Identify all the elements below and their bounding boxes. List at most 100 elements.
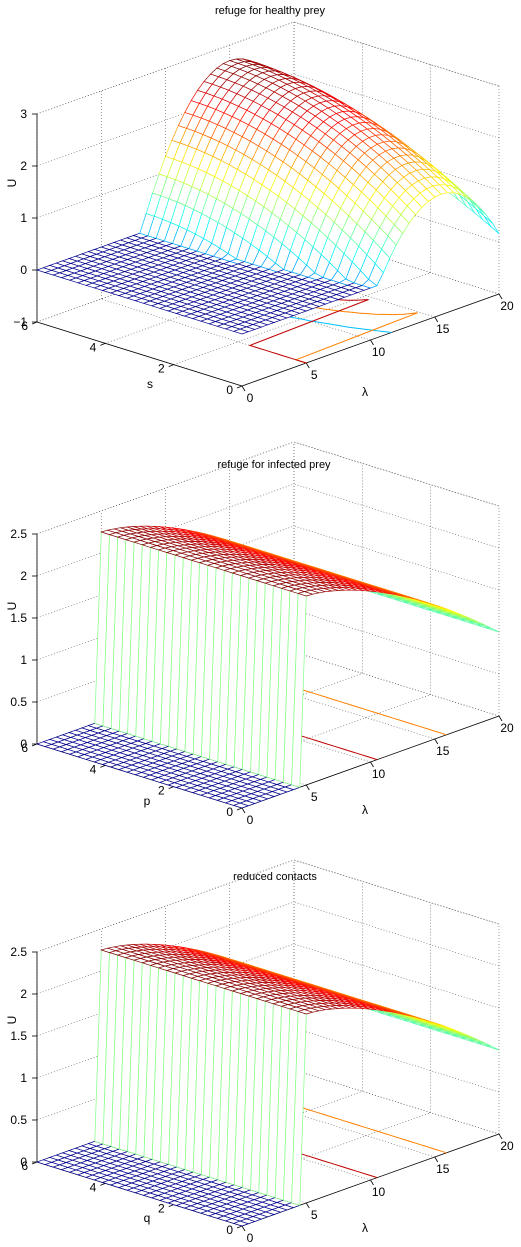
z-tick-label: 3: [20, 107, 27, 121]
y-tick-label: 6: [21, 1159, 28, 1173]
z-axis-label: U: [5, 1016, 19, 1025]
z-tick-label: 2: [20, 569, 27, 583]
back-wall-gridline-z: [36, 567, 295, 661]
x-tick-label: 5: [311, 368, 318, 382]
surface-mesh: [35, 58, 500, 335]
z-axis-label: U: [5, 179, 19, 188]
side-wall-gridline-z: [293, 483, 500, 549]
z-tick-label: 2: [20, 987, 27, 1001]
z-tick-label: −1: [13, 315, 27, 329]
z-tick-label: 1.5: [10, 611, 27, 625]
floor-gridline-y: [105, 251, 363, 344]
y-tick-label: 6: [21, 319, 28, 333]
side-wall-gridline-z: [293, 1069, 500, 1135]
x-tick-label: 10: [372, 345, 386, 359]
surface-mesh: [35, 943, 500, 1227]
plot-title: refuge for healthy prey: [215, 5, 326, 17]
y-tick-mark: [100, 764, 106, 768]
x-tick-mark: [434, 316, 439, 323]
y-axis-label: s: [147, 377, 153, 391]
z-tick-label: 2.5: [10, 945, 27, 959]
x-tick-label: 20: [500, 1139, 514, 1153]
back-wall-gridline-z: [36, 483, 295, 577]
back-wall-gridline-z: [36, 901, 295, 995]
z-tick-label: 0: [20, 737, 27, 751]
floor-gridline-x: [293, 1069, 500, 1135]
z-tick-label: 2: [20, 159, 27, 173]
y-axis-label: q: [144, 1211, 151, 1225]
x-tick-mark: [498, 293, 503, 300]
surface-cell: [484, 215, 500, 234]
back-wall-gridline-z: [36, 985, 295, 1079]
surface-plot-reduced-contacts: reduced contacts U λ q 05101520024600.51…: [5, 859, 514, 1245]
y-tick-mark: [236, 385, 243, 389]
back-wall-gridline-z: [36, 943, 295, 1037]
surface-cell: [484, 1043, 500, 1051]
back-wall-gridline-z: [36, 609, 295, 703]
x-tick-label: 5: [311, 790, 318, 804]
side-wall-gridline-z: [293, 441, 500, 507]
x-tick-label: 5: [311, 1208, 318, 1222]
z-tick-label: 1: [20, 653, 27, 667]
y-tick-label: 2: [158, 1202, 165, 1216]
y-tick-label: 4: [90, 340, 97, 354]
x-tick-mark: [370, 1179, 374, 1186]
back-wall-gridline-z: [36, 73, 295, 167]
x-tick-label: 15: [436, 1162, 450, 1176]
x-tick-label: 10: [372, 1185, 386, 1199]
y-tick-mark: [168, 364, 174, 368]
z-tick-label: 0: [20, 1155, 27, 1169]
top-box-edge: [36, 21, 500, 115]
back-wall-gridline-z: [36, 525, 295, 619]
floor-gridline-x: [293, 651, 500, 717]
plot-title: refuge for infected prey: [217, 459, 331, 471]
x-tick-label: 20: [500, 299, 514, 313]
y-tick-mark: [100, 1182, 106, 1186]
z-tick-label: 0.5: [10, 695, 27, 709]
x-tick-mark: [305, 784, 310, 791]
x-tick-mark: [305, 1202, 310, 1209]
x-tick-mark: [498, 715, 503, 722]
x-tick-mark: [241, 1225, 246, 1232]
x-axis-label: λ: [362, 1221, 368, 1235]
x-tick-mark: [370, 339, 374, 346]
x-tick-label: 0: [247, 813, 254, 827]
x-tick-mark: [305, 362, 310, 369]
y-tick-label: 4: [90, 762, 97, 776]
x-axis-label: λ: [362, 803, 368, 817]
side-wall-gridline-z: [293, 901, 500, 967]
back-wall-gridline-z: [36, 125, 295, 219]
y-tick-label: 0: [226, 805, 233, 819]
x-tick-label: 0: [247, 1231, 254, 1245]
side-wall-gridline-z: [293, 21, 500, 87]
z-tick-label: 1.5: [10, 1029, 27, 1043]
side-wall-gridline-z: [293, 859, 500, 925]
y-tick-mark: [168, 1204, 174, 1208]
x-axis-label: λ: [362, 385, 368, 399]
x-tick-mark: [241, 807, 246, 814]
surface-plot-infected-prey-refuge: refuge for infected prey U λ p 051015200…: [5, 441, 514, 827]
y-tick-mark: [100, 342, 106, 346]
y-tick-mark: [168, 786, 174, 790]
y-tick-label: 6: [21, 741, 28, 755]
z-tick-label: 0: [20, 263, 27, 277]
x-tick-mark: [241, 385, 246, 392]
z-tick-label: 1: [20, 211, 27, 225]
surface-cell: [484, 625, 500, 633]
plot-title: reduced contacts: [233, 871, 317, 883]
y-tick-mark: [236, 807, 243, 811]
y-tick-mark: [236, 1225, 243, 1229]
back-wall-gridline-z: [36, 1027, 295, 1121]
x-tick-label: 20: [500, 721, 514, 735]
x-tick-label: 10: [372, 767, 386, 781]
y-tick-label: 0: [226, 1223, 233, 1237]
surface-plot-healthy-prey-refuge: refuge for healthy prey U λ s 0510152002…: [5, 5, 514, 405]
x-tick-mark: [498, 1133, 503, 1140]
x-tick-label: 15: [436, 744, 450, 758]
z-axis-label: U: [5, 602, 19, 611]
x-tick-label: 15: [436, 322, 450, 336]
y-tick-label: 4: [90, 1180, 97, 1194]
back-wall-gridline-z: [36, 229, 295, 323]
x-tick-mark: [370, 761, 374, 768]
